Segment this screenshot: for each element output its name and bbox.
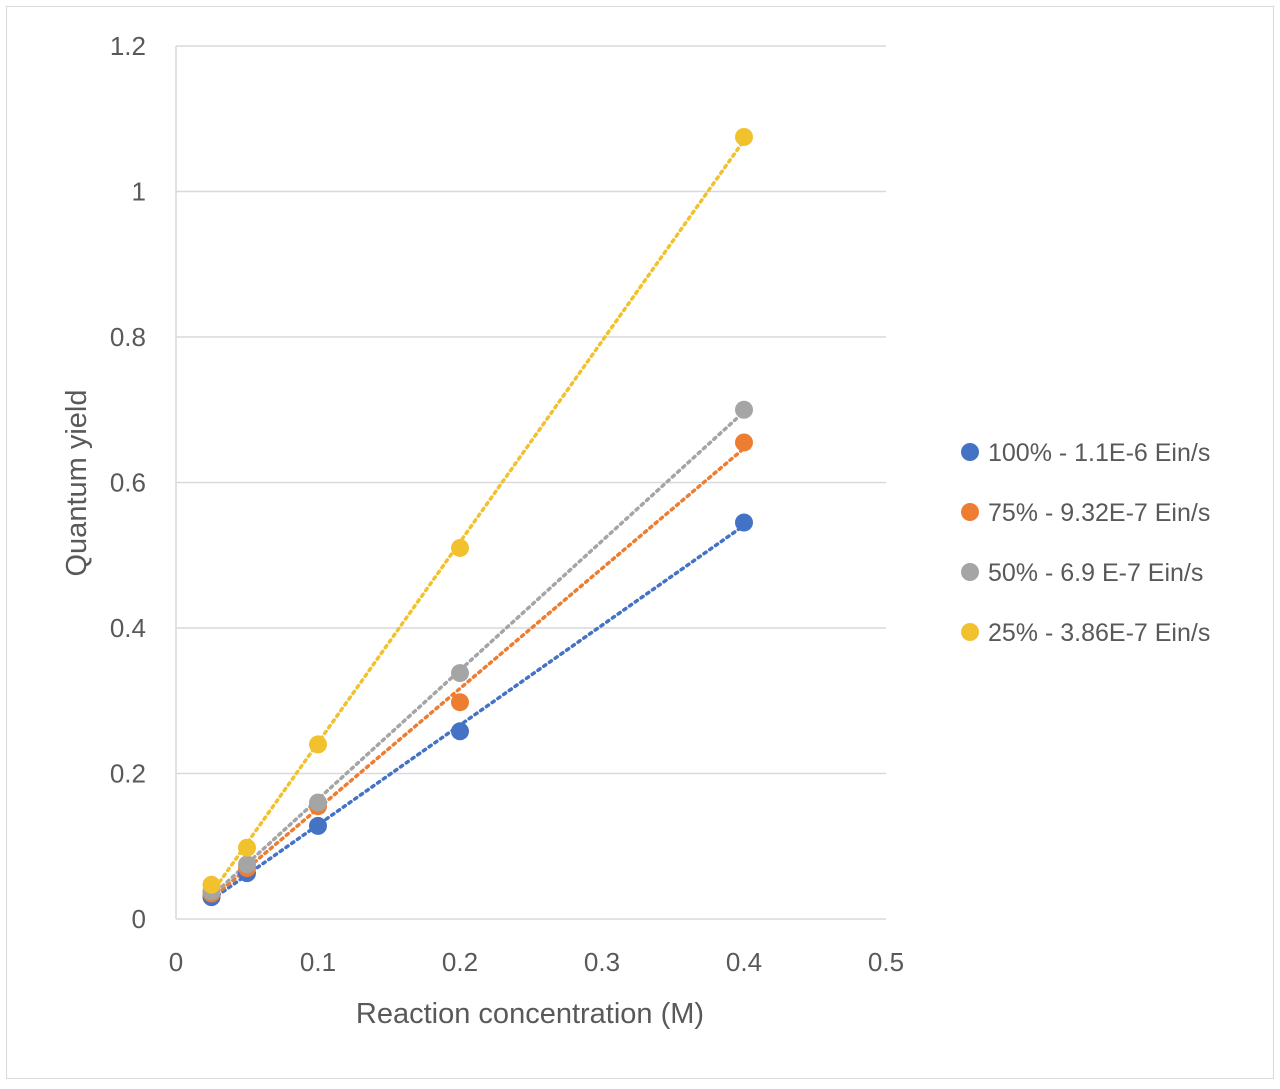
y-tick-label: 0.8 (110, 322, 146, 352)
y-tick-label: 1 (132, 177, 146, 207)
legend-label: 100% - 1.1E-6 Ein/s (988, 439, 1210, 467)
y-tick-label: 0.2 (110, 759, 146, 789)
legend: 100% - 1.1E-6 Ein/s 75% - 9.32E-7 Ein/s 50… (961, 439, 1210, 647)
data-point-series-3 (735, 400, 753, 419)
x-tick-label: 0.1 (300, 947, 336, 977)
data-point-series-3 (309, 793, 327, 812)
gridlines (176, 45, 886, 775)
data-points (202, 127, 753, 907)
x-tick-label: 0 (169, 947, 183, 977)
data-point-series-2 (451, 693, 469, 712)
x-tick-label: 0.3 (584, 947, 620, 977)
data-point-series-4 (735, 127, 753, 146)
trendlines (209, 138, 746, 902)
data-point-series-4 (309, 735, 327, 754)
x-tick-label: 0.5 (868, 947, 904, 977)
data-point-series-4 (451, 538, 469, 557)
y-axis-title: Quantum yield (61, 390, 93, 577)
trendline-series-3 (209, 410, 746, 898)
data-point-series-2 (735, 433, 753, 452)
y-tick-label: 0 (132, 904, 146, 934)
legend-label: 50% - 6.9 E-7 Ein/s (988, 559, 1203, 587)
legend-marker (961, 623, 979, 641)
trendline-series-4 (209, 138, 746, 896)
x-tick-label: 0.4 (726, 947, 762, 977)
legend-label: 75% - 9.32E-7 Ein/s (988, 499, 1210, 527)
x-tick-label: 0.2 (442, 947, 478, 977)
legend-marker (961, 563, 979, 581)
data-point-series-4 (202, 875, 221, 894)
data-point-series-1 (735, 513, 753, 532)
x-axis-title: Reaction concentration (M) (356, 998, 704, 1030)
legend-label: 25% - 3.86E-7 Ein/s (988, 619, 1210, 647)
tick-labels: 0 0.2 0.4 0.6 0.8 1 1.2 0 0.1 0.2 0.3 0.4 0.5 (110, 31, 904, 977)
data-point-series-4 (238, 838, 256, 857)
axes (175, 46, 886, 920)
y-tick-label: 0.4 (110, 613, 146, 643)
trendline-series-1 (209, 523, 746, 902)
legend-marker (961, 503, 979, 521)
data-point-series-1 (309, 816, 327, 835)
y-tick-label: 1.2 (110, 31, 146, 61)
trendline-series-2 (209, 446, 746, 901)
data-point-series-3 (238, 855, 256, 874)
data-point-series-1 (451, 722, 469, 741)
y-tick-label: 0.6 (110, 468, 146, 498)
legend-marker (961, 443, 979, 461)
data-point-series-3 (451, 664, 469, 683)
